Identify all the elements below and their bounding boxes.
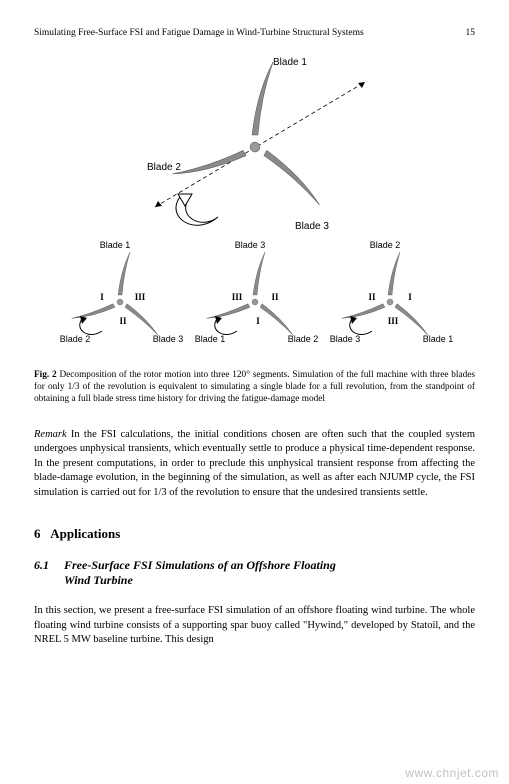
small-turbine-blade2-label: Blade 3 [329, 334, 360, 344]
small-turbine-roman1: I [100, 292, 104, 302]
small-turbine-roman3: II [271, 292, 279, 302]
fig-top-blade2-label: Blade 2 [147, 162, 181, 173]
small-turbine-blade3-label: Blade 3 [152, 334, 183, 344]
subsection-heading: 6.1 Free-Surface FSI Simulations of an O… [34, 558, 475, 588]
small-turbine-blade2-label: Blade 2 [59, 334, 90, 344]
small-turbine-roman1: III [231, 292, 242, 302]
subsection-title-line2: Wind Turbine [64, 573, 133, 587]
section-title: Applications [50, 526, 120, 541]
small-turbine-blade1-label: Blade 1 [99, 240, 130, 250]
small-turbine-roman1: II [368, 292, 376, 302]
fig-top-blade1-label: Blade 1 [273, 57, 307, 68]
small-turbine-blade1-label: Blade 2 [369, 240, 400, 250]
subsection-number: 6.1 [34, 558, 64, 588]
small-turbine-roman3: I [408, 292, 412, 302]
small-turbine-roman2: III [387, 316, 398, 326]
remark-text: In the FSI calculations, the initial con… [34, 429, 475, 498]
small-turbine-roman2: II [119, 316, 127, 326]
watermark: www.chnjet.com [405, 766, 499, 780]
section-number: 6 [34, 526, 41, 541]
fig-top-blade3-label: Blade 3 [295, 221, 329, 232]
remark-paragraph: Remark In the FSI calculations, the init… [34, 428, 475, 500]
small-turbine-roman2: I [256, 316, 260, 326]
page-number: 15 [466, 28, 476, 38]
figure-2: Blade 1 Blade 2 Blade 3 Blade 1 Blade 2 Bl… [34, 52, 475, 362]
body-paragraph: In this section, we present a free-surfa… [34, 604, 475, 647]
caption-label: Fig. 2 [34, 370, 57, 380]
figure-caption: Fig. 2 Decomposition of the rotor motion… [34, 370, 475, 406]
caption-text: Decomposition of the rotor motion into t… [34, 370, 475, 404]
small-turbine-blade2-label: Blade 1 [194, 334, 225, 344]
small-turbine-roman3: III [134, 292, 145, 302]
small-turbine-blade3-label: Blade 1 [422, 334, 453, 344]
small-turbine-blade1-label: Blade 3 [234, 240, 265, 250]
running-title: Simulating Free-Surface FSI and Fatigue … [34, 28, 364, 38]
section-heading: 6 Applications [34, 526, 475, 542]
small-turbine-blade3-label: Blade 2 [287, 334, 318, 344]
subsection-title-line1: Free-Surface FSI Simulations of an Offsh… [64, 558, 336, 572]
remark-label: Remark [34, 429, 67, 440]
